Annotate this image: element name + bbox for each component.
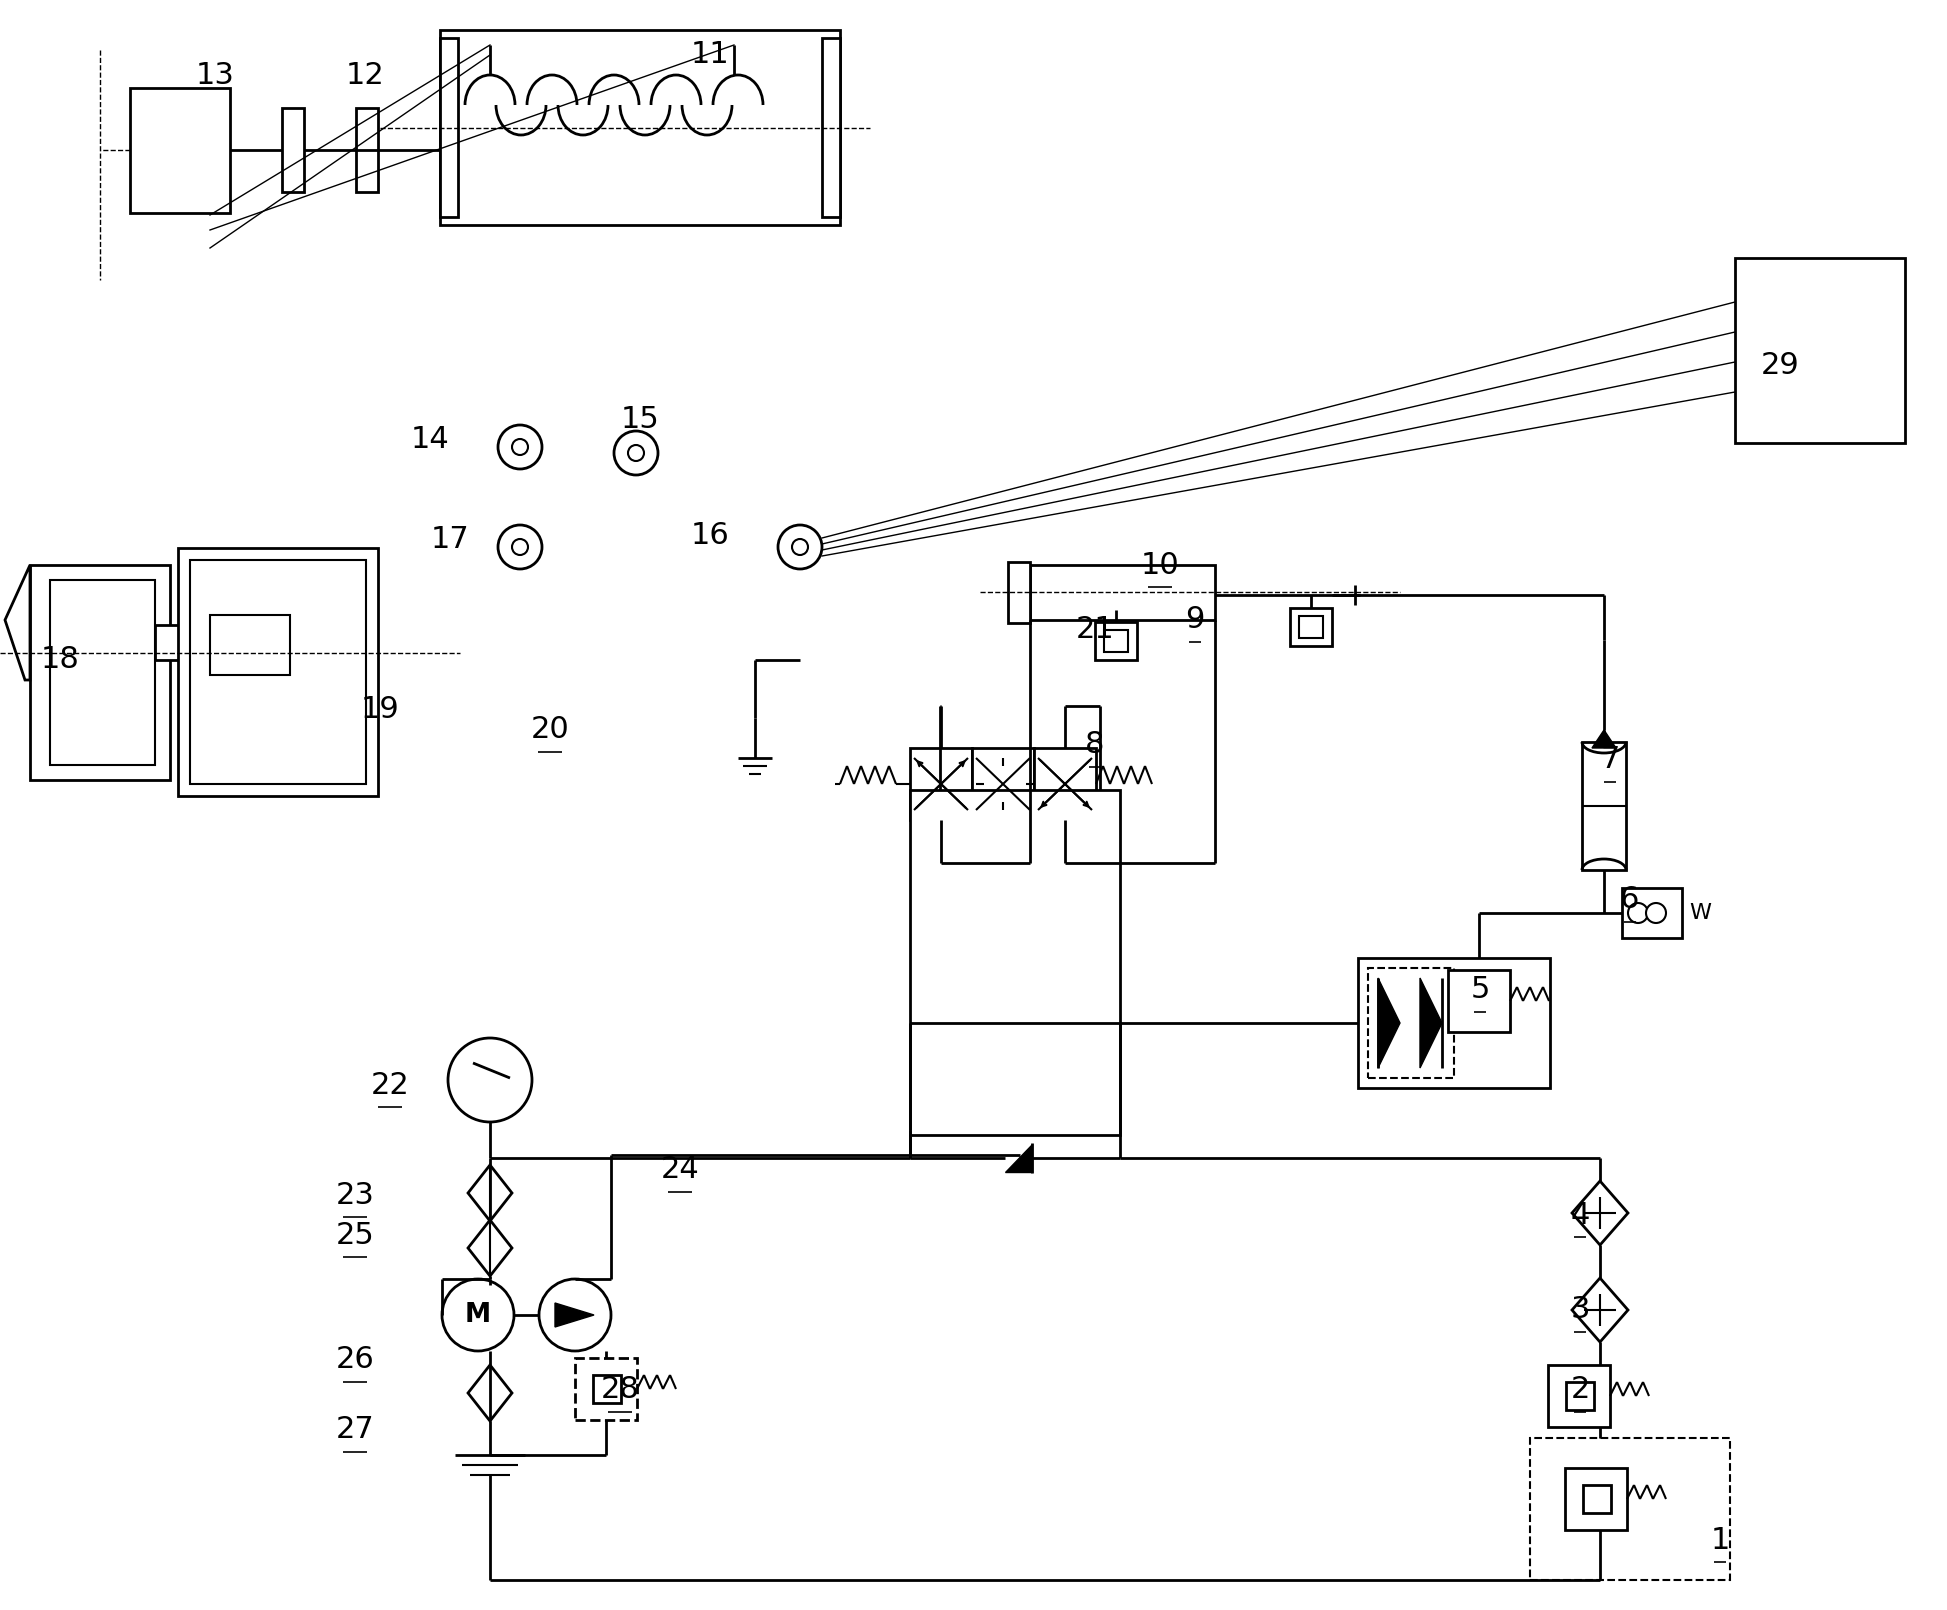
Text: 13: 13 [195, 61, 234, 90]
Bar [1009, 562, 1030, 623]
Bar [440, 31, 839, 225]
Text: 29: 29 [1760, 351, 1799, 380]
Text: 19: 19 [360, 696, 399, 724]
Bar [191, 560, 366, 784]
Text: 8: 8 [1084, 731, 1104, 760]
Text: 7: 7 [1600, 745, 1620, 774]
Text: 15: 15 [621, 406, 660, 435]
Polygon shape [467, 1166, 512, 1220]
Text: 22: 22 [370, 1071, 409, 1100]
Bar [440, 39, 458, 217]
Text: 26: 26 [335, 1346, 374, 1375]
Circle shape [448, 1038, 532, 1122]
Text: 11: 11 [691, 40, 730, 69]
Text: 2: 2 [1571, 1375, 1589, 1404]
Polygon shape [6, 565, 29, 679]
Text: 9: 9 [1186, 605, 1205, 634]
Circle shape [613, 431, 658, 475]
Bar [356, 108, 378, 192]
Text: 14: 14 [411, 425, 450, 454]
Bar [1357, 958, 1550, 1088]
Text: 28: 28 [600, 1375, 639, 1404]
Polygon shape [555, 1302, 594, 1327]
Polygon shape [1378, 977, 1400, 1067]
Bar [210, 615, 290, 675]
Text: 1: 1 [1709, 1526, 1729, 1555]
Bar [1583, 742, 1626, 869]
Bar [1530, 1438, 1731, 1579]
Polygon shape [1571, 1278, 1628, 1343]
Bar [1548, 1365, 1610, 1426]
Polygon shape [1005, 1145, 1032, 1172]
Text: 27: 27 [335, 1415, 374, 1444]
Bar [972, 749, 1034, 819]
Bar [1565, 1381, 1595, 1410]
Bar [594, 1375, 621, 1402]
Bar [282, 108, 304, 192]
Bar [1622, 889, 1682, 939]
Circle shape [512, 539, 528, 555]
Bar [909, 791, 1120, 1135]
Text: W: W [1688, 903, 1711, 923]
Polygon shape [467, 1220, 512, 1277]
Circle shape [512, 440, 528, 456]
Bar [1583, 1484, 1610, 1513]
Bar [1104, 630, 1127, 652]
Text: 17: 17 [430, 525, 469, 554]
Text: 10: 10 [1141, 551, 1180, 580]
Bar [130, 89, 230, 213]
Text: 21: 21 [1075, 615, 1114, 644]
Polygon shape [1571, 1182, 1628, 1245]
Circle shape [539, 1278, 611, 1351]
Polygon shape [467, 1365, 512, 1422]
Text: 20: 20 [532, 715, 569, 744]
Text: 5: 5 [1470, 976, 1489, 1005]
Bar [574, 1357, 637, 1420]
Text: 18: 18 [41, 646, 80, 675]
Bar [822, 39, 839, 217]
Text: 4: 4 [1571, 1201, 1589, 1230]
Text: 12: 12 [347, 61, 384, 90]
Text: 23: 23 [335, 1180, 374, 1209]
Bar [156, 625, 191, 660]
Text: 16: 16 [691, 520, 730, 549]
Bar [909, 749, 972, 819]
Polygon shape [1419, 977, 1443, 1067]
Bar [1030, 565, 1215, 620]
Bar [1299, 617, 1324, 638]
Bar [1094, 621, 1137, 660]
Circle shape [779, 525, 822, 568]
Bar [1034, 749, 1096, 819]
Circle shape [1628, 903, 1647, 923]
Bar [51, 580, 156, 765]
Polygon shape [1593, 729, 1616, 749]
Bar [1291, 609, 1332, 646]
Text: 3: 3 [1569, 1296, 1591, 1325]
Bar [1565, 1468, 1628, 1530]
Text: 24: 24 [660, 1156, 699, 1185]
Circle shape [792, 539, 808, 555]
Circle shape [442, 1278, 514, 1351]
Bar [177, 547, 378, 795]
Bar [1449, 969, 1511, 1032]
Text: 6: 6 [1620, 886, 1639, 914]
Text: M: M [465, 1302, 491, 1328]
Text: 25: 25 [335, 1220, 374, 1249]
Bar [1369, 968, 1454, 1079]
Bar [29, 565, 169, 779]
Circle shape [498, 425, 541, 469]
Bar [1735, 258, 1904, 443]
Circle shape [498, 525, 541, 568]
Circle shape [1645, 903, 1667, 923]
Circle shape [629, 444, 644, 460]
